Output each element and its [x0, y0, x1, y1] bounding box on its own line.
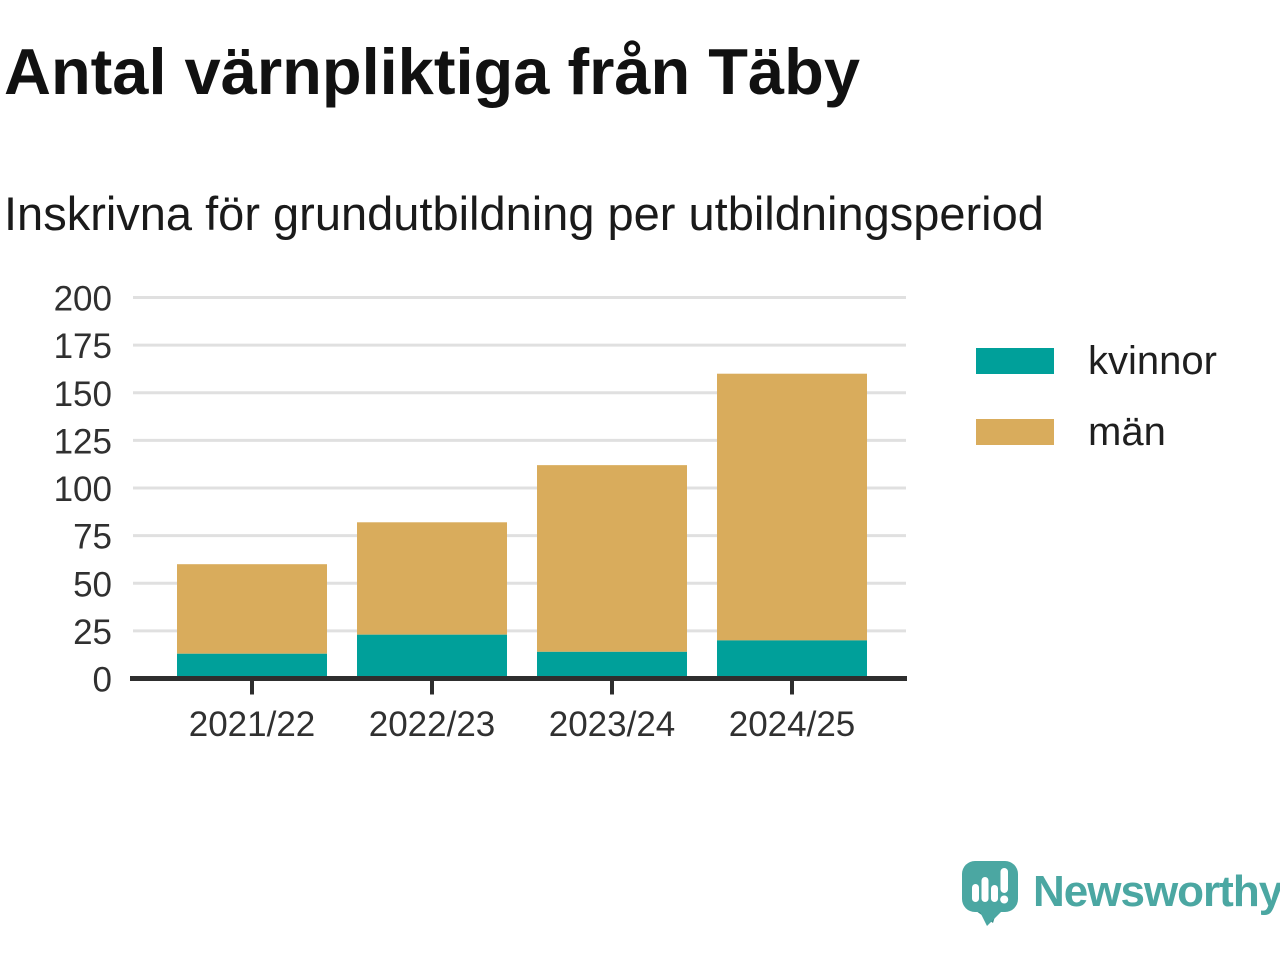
newsworthy-logo: Newsworthy: [961, 860, 1280, 930]
y-axis-label-0: 0: [93, 661, 112, 700]
bar-kvinnor-2023/24: [537, 651, 687, 677]
y-axis-label-50: 50: [73, 565, 112, 604]
bar-kvinnor-2024/25: [717, 640, 867, 677]
y-axis-label-125: 125: [54, 422, 112, 461]
chart-subtitle: Inskrivna för grundutbildning per utbild…: [4, 187, 1044, 240]
x-axis-label-2022/23: 2022/23: [369, 705, 496, 744]
page-title: Antal värnpliktiga från Täby: [4, 35, 861, 108]
y-axis-label-175: 175: [54, 327, 112, 366]
chart-legend: kvinnor män: [976, 341, 1217, 452]
y-axis-label-100: 100: [54, 470, 112, 509]
bar-man-2021/22: [177, 564, 327, 654]
legend-swatch-kvinnor-icon: [976, 348, 1054, 374]
bar-kvinnor-2021/22: [177, 653, 327, 677]
legend-item-kvinnor: kvinnor: [976, 341, 1217, 381]
x-axis-label-2024/25: 2024/25: [729, 705, 856, 744]
newsworthy-speech-bubble-chart-icon: [962, 861, 1018, 926]
bar-man-2022/23: [357, 522, 507, 635]
legend-swatch-man-icon: [976, 419, 1054, 445]
legend-label-kvinnor: kvinnor: [1088, 339, 1217, 383]
legend-label-man: män: [1088, 410, 1166, 454]
x-axis-label-2021/22: 2021/22: [189, 705, 316, 744]
newsworthy-wordmark: Newsworthy: [1033, 867, 1280, 916]
x-axis-label-2023/24: 2023/24: [549, 705, 676, 744]
y-axis-label-200: 200: [54, 280, 112, 319]
bar-man-2024/25: [717, 373, 867, 641]
y-axis-label-25: 25: [73, 613, 112, 652]
y-axis-label-150: 150: [54, 375, 112, 414]
bar-kvinnor-2022/23: [357, 634, 507, 677]
bar-man-2023/24: [537, 465, 687, 652]
legend-item-man: män: [976, 412, 1217, 452]
y-axis-label-75: 75: [73, 518, 112, 557]
